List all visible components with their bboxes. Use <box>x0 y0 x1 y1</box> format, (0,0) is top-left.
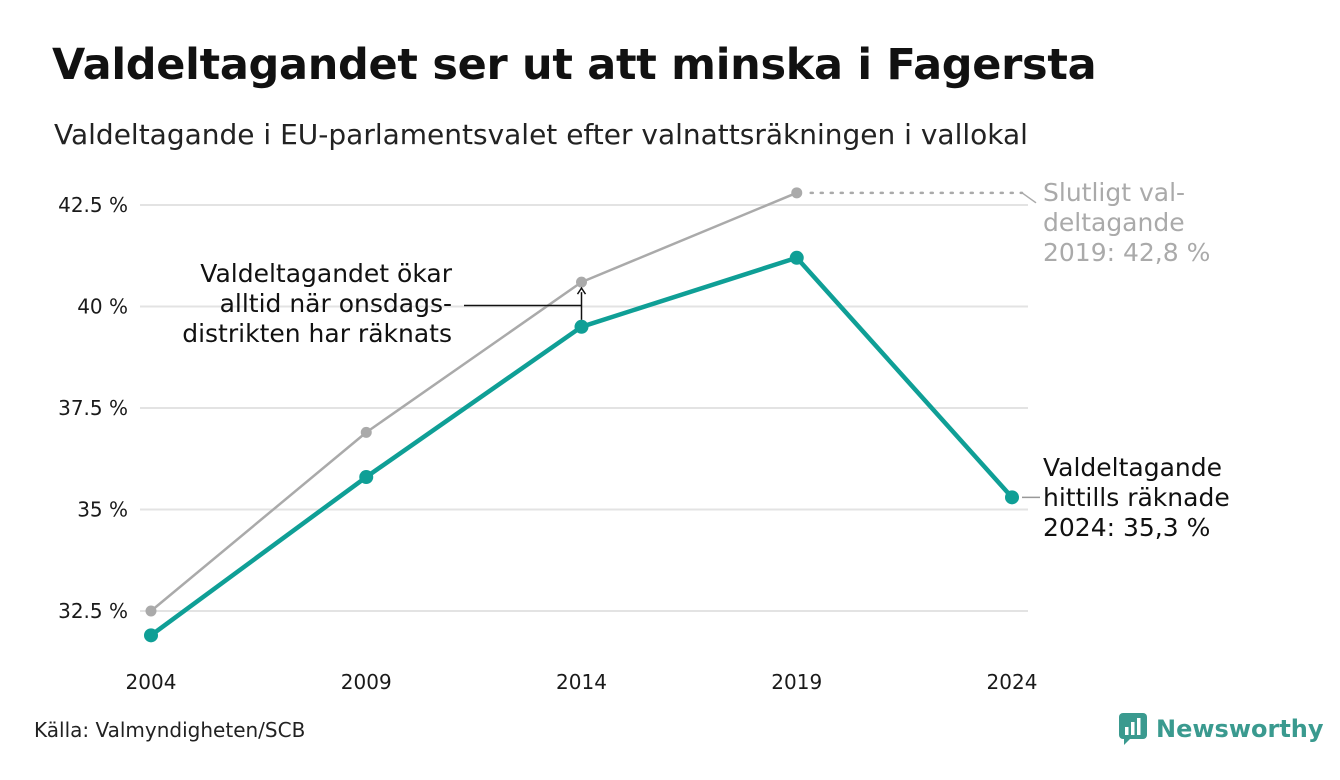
y-tick-label: 40 % <box>77 295 128 319</box>
data-point-final <box>360 426 372 438</box>
x-tick-label: 2014 <box>556 670 607 694</box>
newsworthy-logo: Newsworthy <box>1118 712 1324 746</box>
chart-title: Valdeltagandet ser ut att minska i Fager… <box>52 40 1097 90</box>
x-tick-label: 2024 <box>987 670 1038 694</box>
data-point-valnatt <box>574 319 589 334</box>
x-tick-label: 2004 <box>126 670 177 694</box>
data-point-final <box>576 276 587 288</box>
series-line-final <box>150 191 798 612</box>
x-tick-label: 2009 <box>341 670 392 694</box>
series-lines <box>144 187 1019 643</box>
data-point-valnatt <box>144 628 158 643</box>
data-point-valnatt <box>1005 490 1019 505</box>
annotations: Slutligt val-deltagande 2019: 42,8 % Valde… <box>182 178 1229 542</box>
brand-name: Newsworthy <box>1156 715 1324 743</box>
annotation-arrowhead <box>576 286 587 295</box>
data-point-valnatt <box>789 250 804 265</box>
y-tick-label: 35 % <box>77 498 128 522</box>
data-point-final <box>145 605 157 617</box>
y-tick-label: 32.5 % <box>58 599 128 623</box>
chart-subtitle: Valdeltagande i EU-parlamentsvalet efter… <box>54 118 1028 151</box>
data-point-valnatt <box>359 470 374 485</box>
x-axis-ticks: 2004 2009 2014 2019 2024 <box>126 670 1038 694</box>
annotation-final-2019: Slutligt val-deltagande 2019: 42,8 % <box>1043 178 1210 267</box>
y-tick-label: 42.5 % <box>58 193 128 217</box>
y-axis-ticks: 32.5 % 35 % 37.5 % 40 % 42.5 % <box>58 193 128 623</box>
annotation-wednesday: Valdeltagandet ökar alltid när onsdags-di… <box>182 259 452 348</box>
data-point-final <box>791 187 803 199</box>
source-note: Källa: Valmyndigheten/SCB <box>34 718 306 742</box>
annotation-current-2024: Valdeltagande hittills räknade 2024: 35,3 … <box>1043 453 1230 542</box>
y-tick-label: 37.5 % <box>58 396 128 420</box>
x-tick-label: 2019 <box>771 670 822 694</box>
annotation-leader-final-tail <box>1021 192 1037 204</box>
newsworthy-icon <box>1119 713 1147 745</box>
grid-lines <box>140 204 1028 612</box>
